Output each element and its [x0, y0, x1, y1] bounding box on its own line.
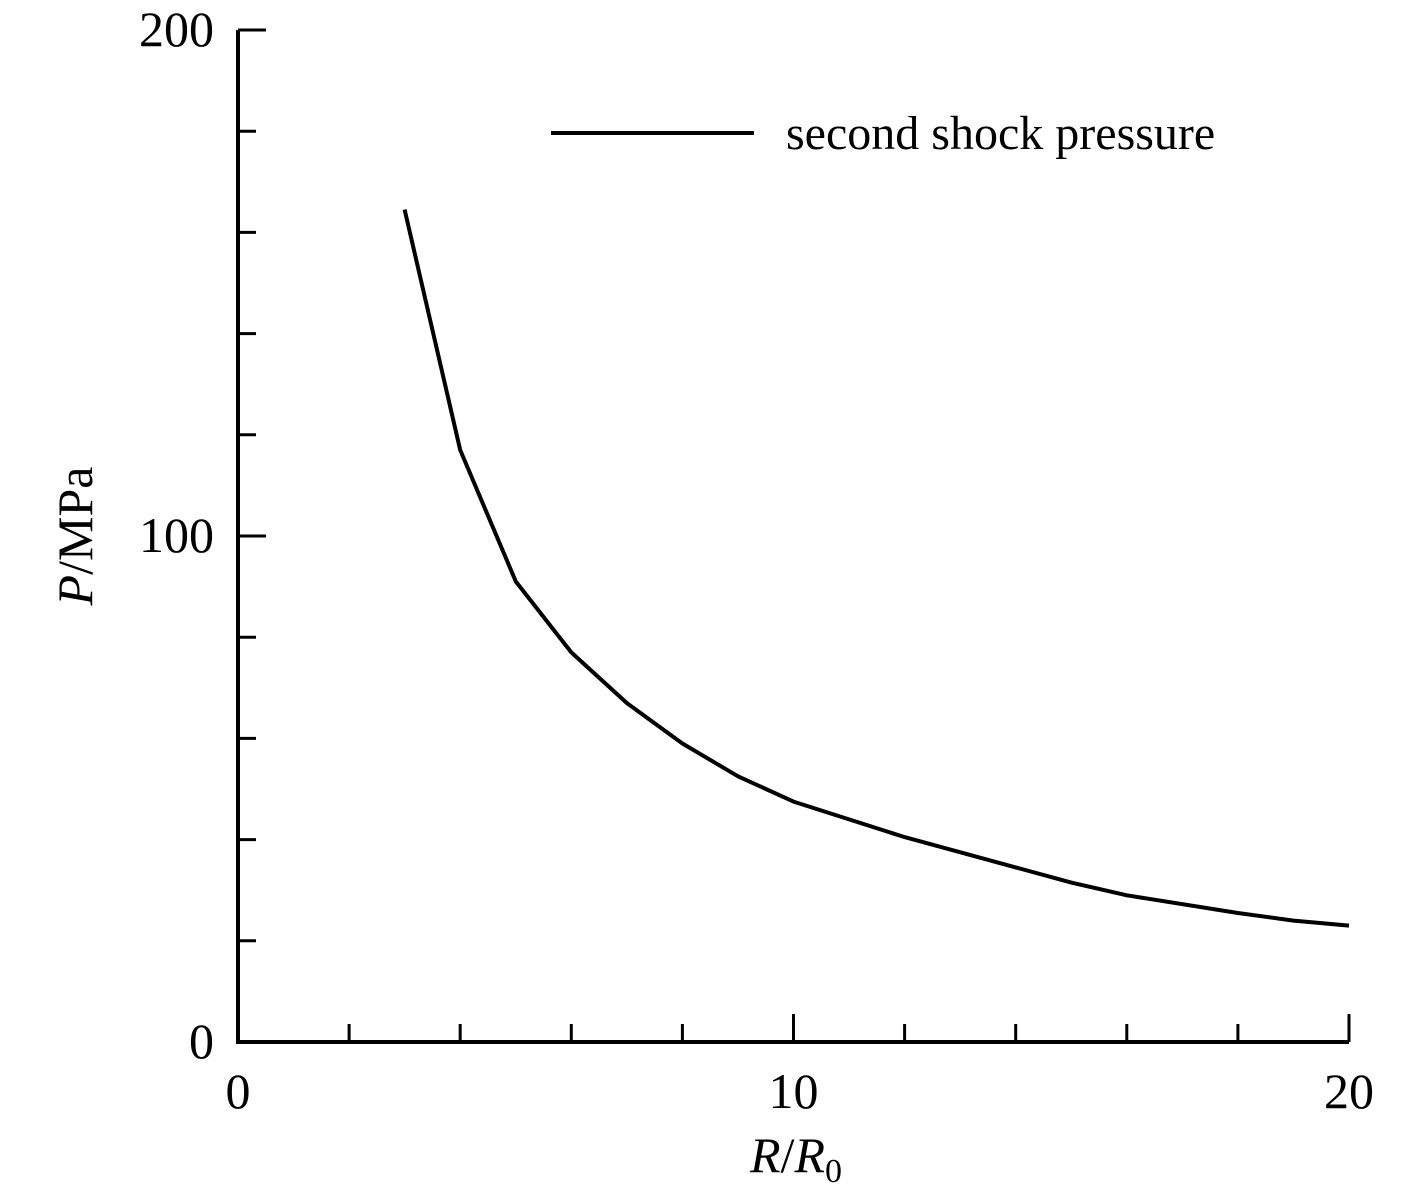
axis-tick-labels: 0 100 200 0 10 20 [139, 1, 1374, 1119]
axis-ticks [238, 28, 1351, 1042]
y-axis-title: P/MPa [47, 467, 103, 607]
y-tick-label: 100 [139, 507, 214, 563]
series-line [402, 209, 1350, 928]
x-tick-label: 10 [769, 1063, 819, 1119]
x-axis-title: R/R0 [749, 1127, 842, 1188]
y-tick-label: 200 [139, 1, 214, 57]
x-tick-label: 0 [226, 1063, 251, 1119]
y-tick-label: 0 [189, 1013, 214, 1069]
axes [236, 30, 1349, 1044]
legend: second shock pressure [551, 107, 1215, 160]
x-tick-label: 20 [1324, 1063, 1374, 1119]
series-layer [402, 209, 1350, 928]
legend-label: second shock pressure [786, 107, 1215, 160]
